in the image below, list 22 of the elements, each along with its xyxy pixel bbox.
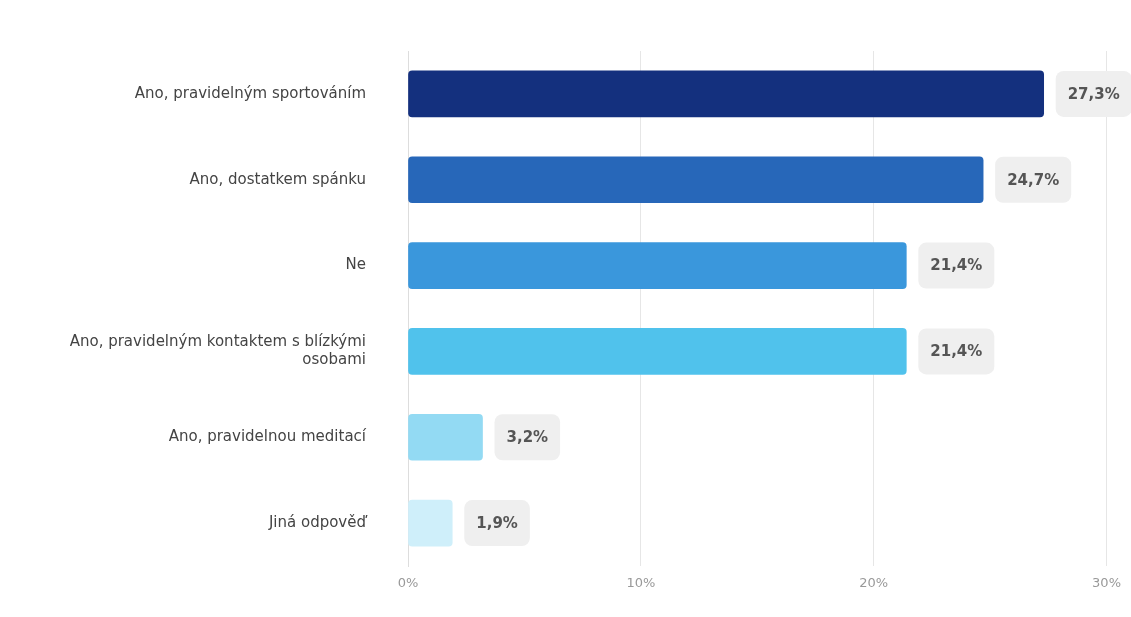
bar	[408, 328, 907, 375]
y-tick-label: Ano, pravidelným kontaktem s blízkými osobami	[69, 332, 366, 369]
x-tick-label: 20%	[859, 575, 889, 591]
data-label: 1,9%	[476, 513, 518, 532]
bar	[408, 499, 453, 547]
x-tick-label: 0%	[397, 575, 419, 591]
data-label: 21,4%	[930, 342, 983, 361]
bar	[408, 242, 907, 289]
y-tick-label: Ano, pravidelným sportováním	[134, 83, 366, 102]
y-tick-label: Jiná odpověď	[267, 512, 368, 531]
y-tick-label: Ano, pravidelnou meditací	[168, 427, 367, 446]
bar	[408, 413, 483, 461]
y-tick-label: Ne	[345, 255, 366, 274]
data-label: 3,2%	[506, 428, 549, 447]
y-tick-label: Ano, dostatkem spánku	[189, 169, 366, 188]
data-label: 27,3%	[1067, 84, 1120, 103]
x-tick-label: 30%	[1092, 575, 1122, 591]
data-label: 21,4%	[930, 256, 983, 275]
bar	[408, 70, 1045, 118]
bar	[408, 156, 984, 204]
x-tick-label: 10%	[626, 575, 656, 591]
data-label: 24,7%	[1007, 170, 1060, 189]
